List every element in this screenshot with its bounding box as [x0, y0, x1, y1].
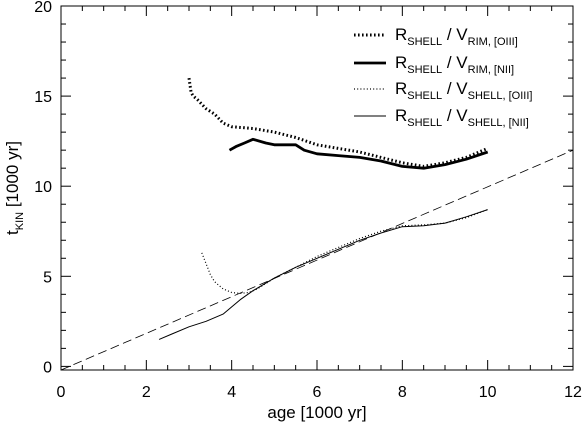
legend-label-part: SHELL: [407, 36, 442, 48]
legend-label-part: SHELL, [OIII]: [468, 90, 533, 102]
legend-label-part: / V: [442, 106, 468, 125]
y-tick-label: 0: [43, 359, 52, 376]
y-tick-label: 20: [34, 0, 52, 16]
y-axis-label-main: t: [3, 230, 22, 235]
legend-label-part: / V: [442, 79, 468, 98]
legend-label-part: R: [395, 106, 407, 125]
tick-labels: 0 2 4 6 8 10 12 0 5 10 15 20: [34, 0, 582, 401]
legend-label-2: RSHELL / VRIM, [NII]: [395, 53, 514, 76]
legend-label-1: RSHELL / VRIM, [OIII]: [395, 25, 518, 48]
legend-label-part: SHELL: [407, 64, 442, 76]
legend-label-part: R: [395, 25, 407, 44]
y-axis-label-rest: [1000 yr]: [3, 141, 22, 212]
legend-label-part: / V: [442, 25, 468, 44]
y-axis-label-sub: KIN: [14, 212, 26, 230]
legend-label-4: RSHELL / VSHELL, [NII]: [395, 106, 529, 129]
legend-label-part: SHELL: [407, 117, 442, 129]
x-tick-label: 0: [57, 384, 66, 401]
x-tick-label: 6: [313, 384, 322, 401]
y-tick-label: 10: [34, 179, 52, 196]
legend-label-part: R: [395, 53, 407, 72]
x-tick-label: 4: [227, 384, 236, 401]
legend-label-part: SHELL: [407, 90, 442, 102]
series-line-3: [201, 209, 488, 294]
series-layer: [60, 77, 574, 371]
x-tick-label: 2: [142, 384, 151, 401]
series-line-4: [158, 209, 488, 340]
y-axis-label: tKIN [1000 yr]: [3, 141, 26, 235]
axis-ticks: [60, 5, 574, 370]
y-tick-label: 5: [43, 269, 52, 286]
plot-frame: [60, 5, 574, 371]
legend-label-part: RIM, [NII]: [468, 64, 514, 76]
legend-label-part: / V: [442, 53, 468, 72]
x-tick-label: 12: [564, 384, 582, 401]
legend-label-part: R: [395, 79, 407, 98]
legend-label-3: RSHELL / VSHELL, [OIII]: [395, 79, 532, 102]
x-tick-label: 10: [479, 384, 497, 401]
legend-label-part: SHELL, [NII]: [468, 117, 529, 129]
series-line-5: [60, 149, 574, 371]
legend: RSHELL / VRIM, [OIII]RSHELL / VRIM, [NII…: [354, 25, 532, 129]
series-line-2: [228, 137, 489, 170]
x-tick-label: 8: [398, 384, 407, 401]
x-axis-label: age [1000 yr]: [267, 403, 366, 422]
y-tick-label: 15: [34, 89, 52, 106]
series-line-1: [187, 77, 489, 168]
legend-label-part: RIM, [OIII]: [468, 36, 518, 48]
